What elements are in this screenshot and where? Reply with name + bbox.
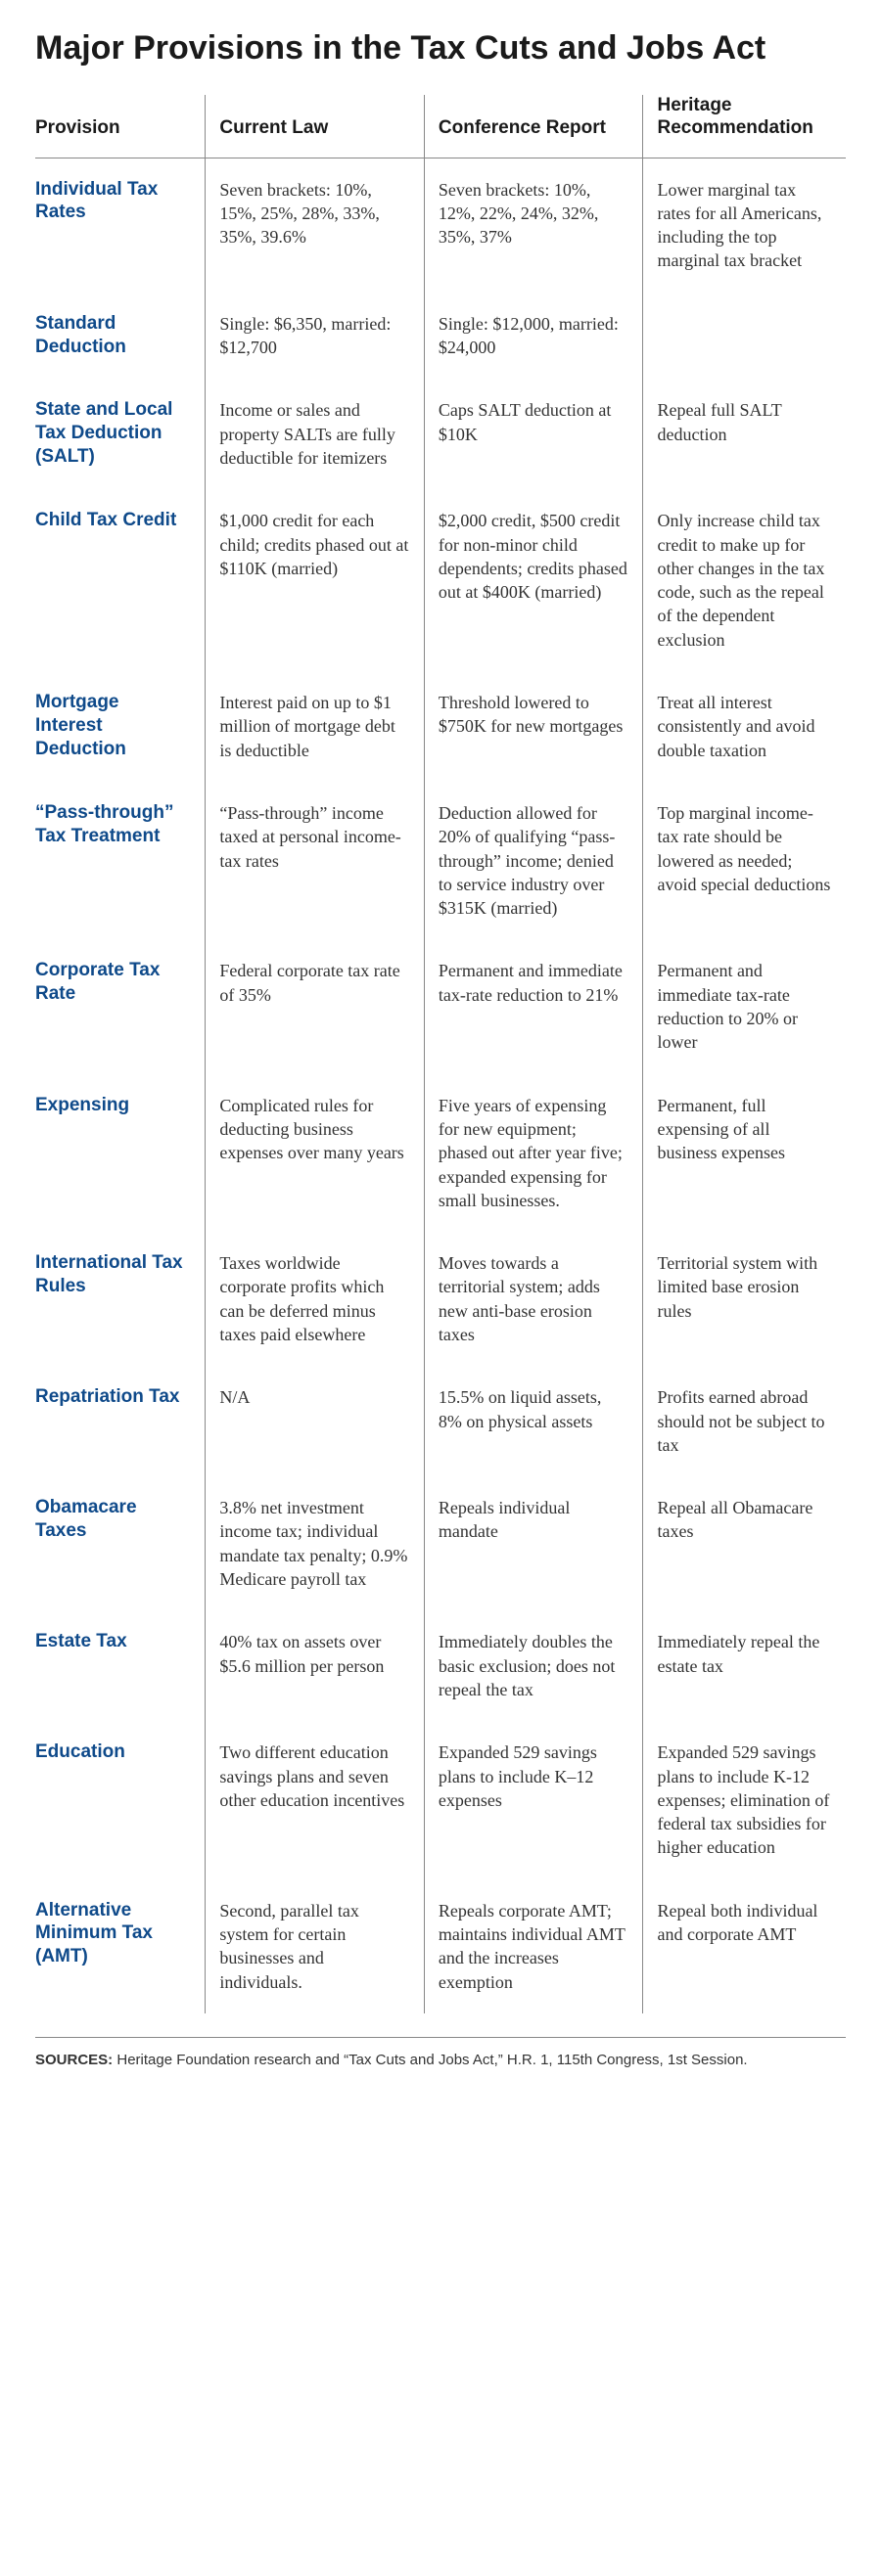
table-row: Corporate Tax RateFederal corporate tax … <box>35 939 846 1073</box>
conference-report-cell: Seven brackets: 10%, 12%, 22%, 24%, 32%,… <box>424 158 643 293</box>
provision-cell: Corporate Tax Rate <box>35 939 206 1073</box>
provision-cell: Obamacare Taxes <box>35 1476 206 1610</box>
current-law-cell: Two different education savings plans an… <box>206 1721 425 1878</box>
heritage-cell: Repeal both individual and corporate AMT <box>643 1879 846 2013</box>
conference-report-cell: Five years of expensing for new equipmen… <box>424 1074 643 1232</box>
table-row: Estate Tax40% tax on assets over $5.6 mi… <box>35 1610 846 1721</box>
sources-line: SOURCES: Heritage Foundation research an… <box>35 2037 846 2068</box>
heritage-cell: Expanded 529 savings plans to include K-… <box>643 1721 846 1878</box>
table-row: Repatriation TaxN/A15.5% on liquid asset… <box>35 1366 846 1476</box>
heritage-cell: Treat all interest consistently and avoi… <box>643 671 846 782</box>
page-title: Major Provisions in the Tax Cuts and Job… <box>35 29 846 68</box>
provision-cell: Expensing <box>35 1074 206 1232</box>
provision-cell: Standard Deduction <box>35 293 206 380</box>
table-row: ExpensingComplicated rules for deducting… <box>35 1074 846 1232</box>
provision-cell: “Pass-through” Tax Treatment <box>35 782 206 939</box>
heritage-cell: Permanent and immediate tax-rate reducti… <box>643 939 846 1073</box>
provision-cell: Repatriation Tax <box>35 1366 206 1476</box>
provision-cell: Alternative Minimum Tax (AMT) <box>35 1879 206 2013</box>
provision-cell: Estate Tax <box>35 1610 206 1721</box>
table-row: “Pass-through” Tax Treatment“Pass-throug… <box>35 782 846 939</box>
col-header-provision: Provision <box>35 95 206 158</box>
conference-report-cell: Repeals corporate AMT; maintains individ… <box>424 1879 643 2013</box>
col-header-current: Current Law <box>206 95 425 158</box>
current-law-cell: 40% tax on assets over $5.6 million per … <box>206 1610 425 1721</box>
table-row: Obamacare Taxes3.8% net investment incom… <box>35 1476 846 1610</box>
col-header-report: Conference Report <box>424 95 643 158</box>
current-law-cell: Income or sales and property SALTs are f… <box>206 379 425 489</box>
table-row: Mortgage Interest DeductionInterest paid… <box>35 671 846 782</box>
sources-label: SOURCES: <box>35 2052 113 2068</box>
heritage-cell: Repeal all Obamacare taxes <box>643 1476 846 1610</box>
table-row: Alternative Minimum Tax (AMT)Second, par… <box>35 1879 846 2013</box>
current-law-cell: Taxes worldwide corporate profits which … <box>206 1232 425 1366</box>
heritage-cell: Only increase child tax credit to make u… <box>643 489 846 671</box>
provision-cell: Individual Tax Rates <box>35 158 206 293</box>
provision-cell: Mortgage Interest Deduction <box>35 671 206 782</box>
conference-report-cell: Moves towards a territorial system; adds… <box>424 1232 643 1366</box>
provision-cell: Education <box>35 1721 206 1878</box>
conference-report-cell: Single: $12,000, married: $24,000 <box>424 293 643 380</box>
conference-report-cell: Expanded 529 savings plans to include K–… <box>424 1721 643 1878</box>
current-law-cell: “Pass-through” income taxed at personal … <box>206 782 425 939</box>
sources-text: Heritage Foundation research and “Tax Cu… <box>113 2052 747 2068</box>
conference-report-cell: Permanent and immediate tax-rate reducti… <box>424 939 643 1073</box>
current-law-cell: $1,000 credit for each child; credits ph… <box>206 489 425 671</box>
conference-report-cell: Threshold lowered to $750K for new mortg… <box>424 671 643 782</box>
heritage-cell: Permanent, full expensing of all busines… <box>643 1074 846 1232</box>
provision-cell: International Tax Rules <box>35 1232 206 1366</box>
provision-cell: Child Tax Credit <box>35 489 206 671</box>
current-law-cell: N/A <box>206 1366 425 1476</box>
current-law-cell: Federal corporate tax rate of 35% <box>206 939 425 1073</box>
heritage-cell: Territorial system with limited base ero… <box>643 1232 846 1366</box>
conference-report-cell: Immediately doubles the basic exclusion;… <box>424 1610 643 1721</box>
heritage-cell: Top marginal income-tax rate should be l… <box>643 782 846 939</box>
table-row: Standard DeductionSingle: $6,350, marrie… <box>35 293 846 380</box>
current-law-cell: 3.8% net investment income tax; individu… <box>206 1476 425 1610</box>
heritage-cell: Lower marginal tax rates for all America… <box>643 158 846 293</box>
heritage-cell: Immediately repeal the estate tax <box>643 1610 846 1721</box>
table-header-row: Provision Current Law Conference Report … <box>35 95 846 158</box>
current-law-cell: Seven brackets: 10%, 15%, 25%, 28%, 33%,… <box>206 158 425 293</box>
conference-report-cell: Deduction allowed for 20% of qualifying … <box>424 782 643 939</box>
conference-report-cell: $2,000 credit, $500 credit for non-minor… <box>424 489 643 671</box>
conference-report-cell: 15.5% on liquid assets, 8% on physical a… <box>424 1366 643 1476</box>
table-row: Child Tax Credit$1,000 credit for each c… <box>35 489 846 671</box>
provisions-table: Provision Current Law Conference Report … <box>35 95 846 2013</box>
heritage-cell: Repeal full SALT deduction <box>643 379 846 489</box>
table-row: International Tax RulesTaxes worldwide c… <box>35 1232 846 1366</box>
table-row: EducationTwo different education savings… <box>35 1721 846 1878</box>
current-law-cell: Interest paid on up to $1 million of mor… <box>206 671 425 782</box>
heritage-cell <box>643 293 846 380</box>
table-row: State and Local Tax Deduction (SALT)Inco… <box>35 379 846 489</box>
col-header-heritage: Heritage Recommendation <box>643 95 846 158</box>
heritage-cell: Profits earned abroad should not be subj… <box>643 1366 846 1476</box>
conference-report-cell: Caps SALT deduction at $10K <box>424 379 643 489</box>
current-law-cell: Single: $6,350, married: $12,700 <box>206 293 425 380</box>
conference-report-cell: Repeals individual mandate <box>424 1476 643 1610</box>
provision-cell: State and Local Tax Deduction (SALT) <box>35 379 206 489</box>
current-law-cell: Complicated rules for deducting business… <box>206 1074 425 1232</box>
table-row: Individual Tax RatesSeven brackets: 10%,… <box>35 158 846 293</box>
current-law-cell: Second, parallel tax system for certain … <box>206 1879 425 2013</box>
